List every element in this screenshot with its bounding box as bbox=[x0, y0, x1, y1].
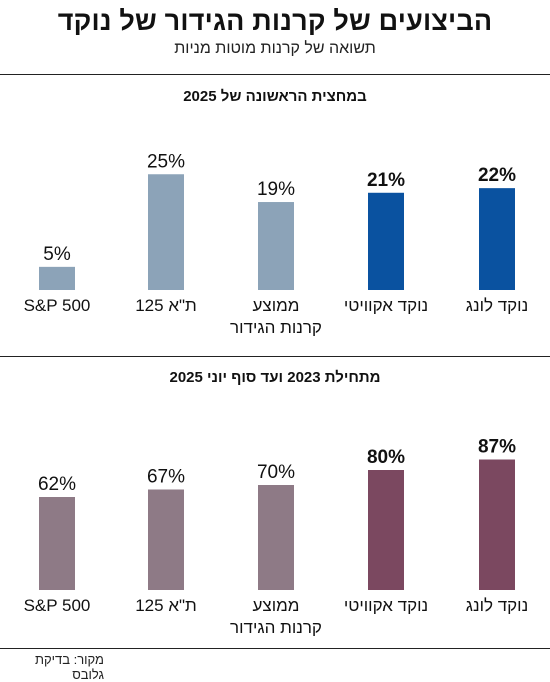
value-label-5: 5% bbox=[43, 244, 71, 265]
source-note: מקור: בדיקת גלובס bbox=[34, 652, 104, 682]
top-divider bbox=[0, 74, 550, 75]
chart-subtitle: תשואה של קרנות מוטות מניות bbox=[174, 40, 376, 57]
category-label-3-line-2: קרנות הגידור bbox=[230, 618, 322, 637]
category-label-5: S&P 500 bbox=[24, 296, 91, 315]
value-label-4: 67% bbox=[147, 467, 185, 488]
chart-h1-2025: 22% נוקד לונג 21% נוקד אקוויטי 19% ממוצע קרנות… bbox=[24, 151, 529, 337]
value-label-1: 22% bbox=[478, 165, 516, 186]
chart-title: הביצועים של קרנות הגידור של נוקד bbox=[57, 6, 493, 36]
category-label-1: נוקד לונג bbox=[466, 596, 528, 615]
panel-title-h1-2025: במחצית הראשונה של 2025 bbox=[183, 88, 367, 105]
bar-2 bbox=[368, 192, 404, 290]
category-label-5: S&P 500 bbox=[24, 596, 91, 615]
bar-4 bbox=[148, 489, 184, 590]
value-label-5: 62% bbox=[38, 474, 76, 495]
bar-3 bbox=[258, 202, 294, 290]
value-label-3: 19% bbox=[257, 179, 295, 200]
category-label-4: ת"א 125 bbox=[135, 296, 197, 315]
bottom-divider bbox=[0, 648, 550, 649]
category-label-2: נוקד אקוויטי bbox=[344, 596, 428, 615]
category-label-2: נוקד אקוויטי bbox=[344, 296, 428, 315]
chart-since-2023: 87% נוקד לונג 80% נוקד אקוויטי 70% ממוצע קרנות… bbox=[24, 437, 529, 638]
bar-2 bbox=[368, 470, 404, 590]
bar-5 bbox=[39, 497, 75, 590]
bar-4 bbox=[148, 174, 184, 290]
category-label-3-line-1: ממוצע bbox=[253, 296, 300, 315]
bar-5 bbox=[39, 266, 75, 290]
value-label-2: 80% bbox=[367, 447, 405, 468]
bar-1 bbox=[479, 188, 515, 290]
category-label-3-line-2: קרנות הגידור bbox=[230, 318, 322, 337]
panel-title-since-2023: מתחילת 2023 ועד סוף יוני 2025 bbox=[169, 369, 381, 386]
middle-divider bbox=[0, 356, 550, 357]
value-label-2: 21% bbox=[367, 170, 405, 191]
category-label-3-line-1: ממוצע bbox=[253, 596, 300, 615]
value-label-4: 25% bbox=[147, 151, 185, 172]
value-label-3: 70% bbox=[257, 462, 295, 483]
category-label-1: נוקד לונג bbox=[466, 296, 528, 315]
bar-3 bbox=[258, 485, 294, 590]
bar-1 bbox=[479, 459, 515, 590]
category-label-4: ת"א 125 bbox=[135, 596, 197, 615]
value-label-1: 87% bbox=[478, 437, 516, 458]
